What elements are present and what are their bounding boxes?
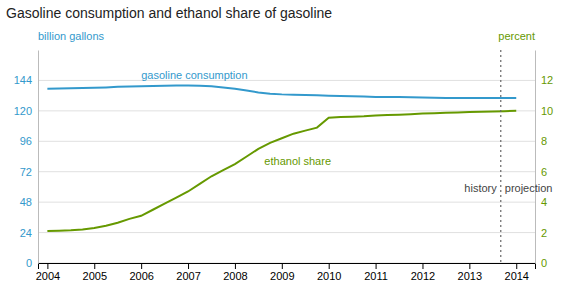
grid-line bbox=[38, 171, 535, 172]
tick: 4 bbox=[535, 196, 547, 208]
tick-label: 8 bbox=[541, 135, 547, 147]
y2-axis: 0 2 4 6 8 10 12 bbox=[535, 51, 553, 270]
tick: 2014 bbox=[505, 263, 529, 282]
tick: 72 bbox=[20, 166, 38, 178]
tick-label: 2013 bbox=[458, 270, 482, 282]
tick-mark bbox=[141, 263, 142, 269]
projection-label: projection bbox=[505, 182, 553, 194]
chart: 2004200520062007200820092010201120122013… bbox=[0, 0, 575, 287]
tick: 96 bbox=[20, 135, 38, 147]
tick-mark bbox=[47, 263, 48, 269]
tick-mark bbox=[94, 263, 95, 269]
y-axis: 0 24 48 72 96 120 144 bbox=[14, 51, 39, 270]
series-line bbox=[47, 86, 516, 98]
tick-label: 2012 bbox=[411, 270, 435, 282]
tick-label: 2008 bbox=[223, 270, 247, 282]
tick-label: 2004 bbox=[36, 270, 60, 282]
tick-mark bbox=[235, 263, 236, 269]
tick-label: 2006 bbox=[129, 270, 153, 282]
tick: 2013 bbox=[458, 263, 482, 282]
tick: 2008 bbox=[223, 263, 247, 282]
axis-domain bbox=[38, 51, 39, 264]
tick-label: 2 bbox=[541, 227, 547, 239]
y-axis-title: billion gallons bbox=[38, 30, 105, 42]
grid-line bbox=[38, 110, 535, 111]
tick: 2006 bbox=[129, 263, 153, 282]
tick: 2004 bbox=[36, 263, 60, 282]
tick: 6 bbox=[535, 166, 547, 178]
tick-label: 4 bbox=[541, 196, 547, 208]
annotations: history projection gasoline consumption eth… bbox=[141, 69, 552, 194]
tick: 144 bbox=[14, 74, 38, 86]
tick: 120 bbox=[14, 105, 38, 117]
grid-line bbox=[38, 202, 535, 203]
series-label: gasoline consumption bbox=[141, 69, 247, 81]
tick-label: 6 bbox=[541, 166, 547, 178]
tick: 2009 bbox=[270, 263, 294, 282]
plot: 2004200520062007200820092010201120122013… bbox=[14, 50, 554, 282]
tick: 10 bbox=[535, 105, 553, 117]
tick-label: 2007 bbox=[176, 270, 200, 282]
tick-mark bbox=[469, 263, 470, 269]
tick-label: 12 bbox=[541, 74, 553, 86]
tick: 2010 bbox=[317, 263, 341, 282]
tick-mark bbox=[188, 263, 189, 269]
tick-label: 2009 bbox=[270, 270, 294, 282]
axis-domain bbox=[535, 51, 536, 264]
grid bbox=[38, 80, 535, 263]
tick: 2012 bbox=[411, 263, 435, 282]
tick: 2005 bbox=[83, 263, 107, 282]
tick-label: 0 bbox=[541, 257, 547, 269]
tick: 12 bbox=[535, 74, 553, 86]
series-line bbox=[47, 111, 516, 231]
tick-label: 2010 bbox=[317, 270, 341, 282]
tick-label: 72 bbox=[20, 166, 32, 178]
grid-line bbox=[38, 80, 535, 81]
tick-label: 2014 bbox=[505, 270, 529, 282]
lines bbox=[47, 50, 516, 263]
y2-axis-title: percent bbox=[498, 30, 535, 42]
tick-label: 24 bbox=[20, 227, 32, 239]
tick: 2 bbox=[535, 227, 547, 239]
tick: 0 bbox=[26, 257, 38, 269]
series-label: ethanol share bbox=[264, 155, 331, 167]
tick-mark bbox=[516, 263, 517, 269]
tick-label: 120 bbox=[14, 105, 32, 117]
tick-mark bbox=[422, 263, 423, 269]
tick-label: 2005 bbox=[83, 270, 107, 282]
tick: 2007 bbox=[176, 263, 200, 282]
title: Gasoline consumption and ethanol share o… bbox=[6, 5, 332, 21]
tick-label: 96 bbox=[20, 135, 32, 147]
tick-mark bbox=[282, 263, 283, 269]
tick-label: 10 bbox=[541, 105, 553, 117]
grid-line bbox=[38, 232, 535, 233]
x-axis: 2004 2005 2006 2007 2008 2009 2010 2011 2012 2013… bbox=[36, 263, 536, 282]
tick: 0 bbox=[535, 257, 547, 269]
axis-domain bbox=[39, 264, 536, 270]
tick-mark bbox=[329, 263, 330, 269]
tick: 8 bbox=[535, 135, 547, 147]
history-line bbox=[500, 50, 501, 263]
tick-mark bbox=[376, 263, 377, 269]
tick-label: 0 bbox=[26, 257, 32, 269]
history-label: history bbox=[464, 182, 497, 194]
tick-label: 48 bbox=[20, 196, 32, 208]
tick-label: 2011 bbox=[364, 270, 388, 282]
tick: 2011 bbox=[364, 263, 388, 282]
tick-label: 144 bbox=[14, 74, 32, 86]
grid-line bbox=[38, 141, 535, 142]
tick: 48 bbox=[20, 196, 38, 208]
tick: 24 bbox=[20, 227, 38, 239]
